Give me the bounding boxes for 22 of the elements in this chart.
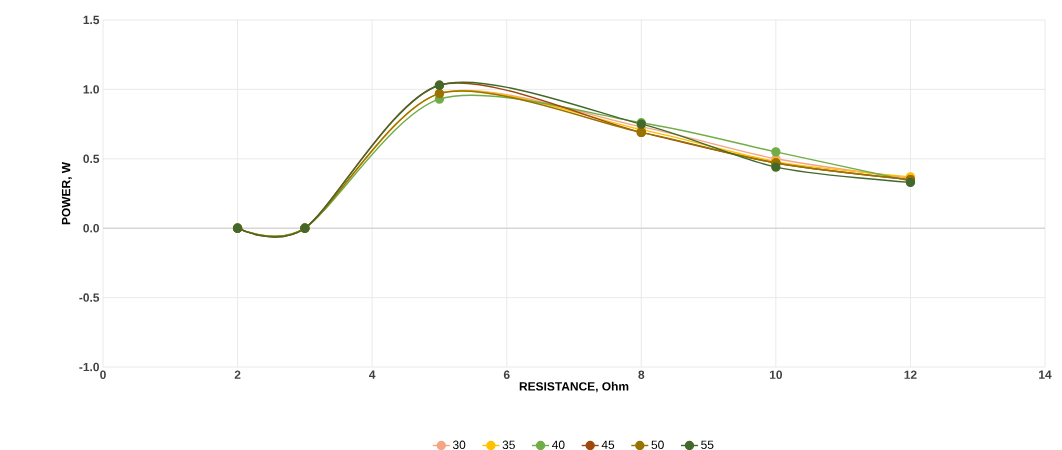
y-tick-label: 0.5 — [83, 154, 100, 164]
x-tick-label: 4 — [369, 370, 376, 379]
x-tick-label: 12 — [904, 370, 917, 379]
legend-label: 50 — [651, 440, 664, 450]
x-tick-label: 8 — [638, 370, 645, 379]
y-axis-title: POWER, W — [61, 161, 73, 225]
x-tick-label: 10 — [769, 370, 783, 379]
x-axis-title: RESISTANCE, Ohm — [519, 381, 629, 393]
x-tick-label: 0 — [100, 370, 106, 379]
x-tick-label: 14 — [1039, 370, 1052, 379]
y-tick-label: 1.0 — [83, 85, 99, 94]
y-tick-label: 0.0 — [83, 223, 99, 233]
legend-label: 40 — [552, 440, 565, 450]
legend-label: 45 — [601, 440, 615, 449]
x-tick-label: 6 — [503, 370, 510, 379]
legend-label: 35 — [502, 440, 515, 450]
x-tick-label: 2 — [234, 370, 241, 379]
y-tick-label: -1.0 — [79, 362, 99, 372]
legend-label: 55 — [701, 440, 714, 449]
y-tick-label: 1.5 — [83, 15, 100, 25]
legend-label: 30 — [452, 440, 466, 450]
y-tick-label: -0.5 — [79, 293, 100, 302]
